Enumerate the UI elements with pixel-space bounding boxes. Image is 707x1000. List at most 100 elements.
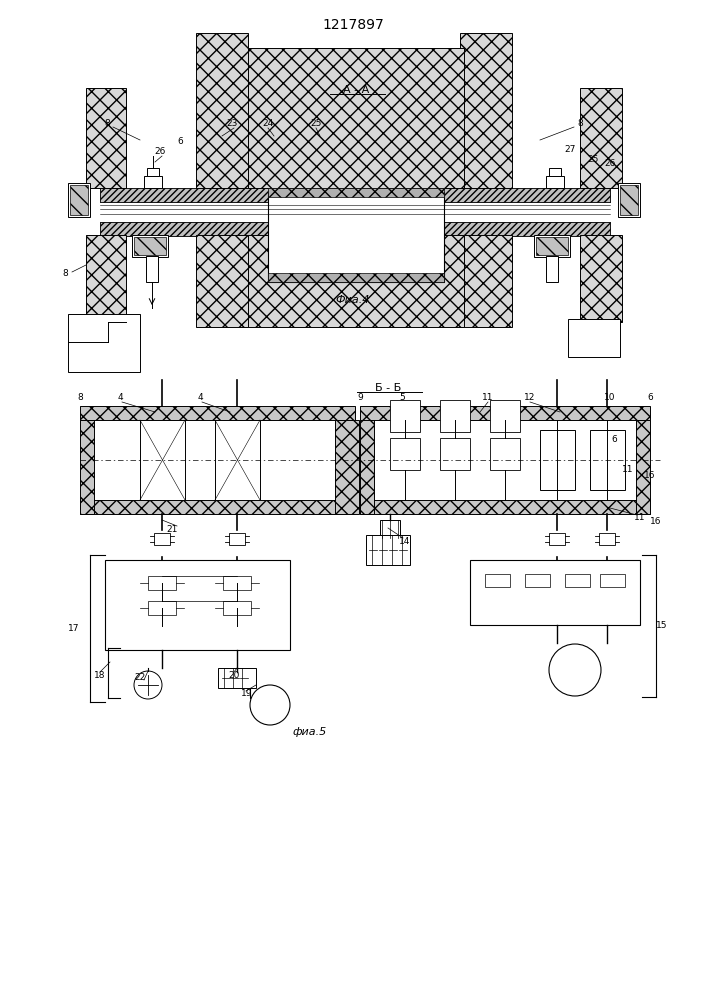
- Circle shape: [134, 671, 162, 699]
- Text: 20: 20: [228, 672, 240, 680]
- Text: 10: 10: [604, 393, 616, 402]
- Text: фиа.5: фиа.5: [293, 727, 327, 737]
- Bar: [146, 256, 158, 282]
- Bar: [599, 533, 615, 545]
- Bar: [366, 535, 410, 565]
- Text: 18: 18: [94, 670, 106, 680]
- Bar: [86, 235, 126, 322]
- Bar: [248, 235, 464, 327]
- Bar: [268, 192, 444, 282]
- Text: 4: 4: [117, 393, 123, 402]
- Text: 23: 23: [226, 119, 238, 128]
- Bar: [134, 237, 166, 255]
- Text: 15: 15: [656, 621, 667, 631]
- Bar: [485, 574, 510, 587]
- Text: 16: 16: [644, 471, 656, 480]
- Bar: [80, 406, 355, 420]
- Text: 27: 27: [564, 145, 575, 154]
- Bar: [100, 188, 610, 202]
- Text: 8: 8: [577, 119, 583, 128]
- Text: 14: 14: [399, 538, 411, 546]
- Bar: [218, 668, 256, 688]
- Bar: [549, 533, 565, 545]
- Text: 11: 11: [634, 514, 645, 522]
- Bar: [568, 319, 620, 357]
- Bar: [620, 185, 638, 215]
- Bar: [525, 574, 550, 587]
- Bar: [140, 420, 185, 500]
- Bar: [340, 420, 354, 514]
- Bar: [147, 168, 159, 176]
- Bar: [490, 438, 520, 470]
- Text: Фиа.4: Фиа.4: [336, 295, 370, 305]
- Text: 9: 9: [357, 393, 363, 402]
- Bar: [68, 183, 90, 217]
- Bar: [132, 235, 168, 257]
- Bar: [335, 420, 359, 514]
- Bar: [590, 430, 625, 490]
- Bar: [248, 48, 464, 188]
- Text: 17: 17: [69, 624, 80, 633]
- Bar: [440, 400, 470, 432]
- Text: 25: 25: [310, 119, 322, 128]
- Circle shape: [250, 685, 290, 725]
- Bar: [390, 400, 420, 432]
- Bar: [636, 420, 650, 514]
- Text: 22: 22: [134, 672, 146, 682]
- Bar: [100, 222, 610, 236]
- Bar: [460, 235, 512, 327]
- Bar: [440, 438, 470, 470]
- Bar: [490, 400, 520, 432]
- Bar: [360, 420, 374, 514]
- Circle shape: [549, 644, 601, 696]
- Bar: [80, 420, 94, 514]
- Bar: [546, 256, 558, 282]
- Bar: [580, 235, 622, 322]
- Bar: [565, 574, 590, 587]
- Text: 6: 6: [177, 137, 183, 146]
- Bar: [100, 222, 610, 236]
- Text: 5: 5: [399, 393, 405, 402]
- Text: 6: 6: [611, 436, 617, 444]
- Bar: [100, 188, 610, 202]
- Bar: [148, 601, 176, 615]
- Text: 1217897: 1217897: [322, 18, 384, 32]
- Text: 4: 4: [197, 393, 203, 402]
- Bar: [70, 185, 88, 215]
- Bar: [536, 237, 568, 255]
- Bar: [196, 33, 248, 188]
- Bar: [148, 576, 176, 590]
- Text: 19: 19: [241, 690, 252, 698]
- Bar: [540, 430, 575, 490]
- Bar: [196, 235, 248, 327]
- Bar: [86, 88, 126, 188]
- Bar: [268, 273, 444, 282]
- Bar: [546, 176, 564, 188]
- Text: 16: 16: [650, 518, 662, 526]
- Text: 8: 8: [62, 269, 68, 278]
- Text: 24: 24: [262, 119, 274, 128]
- Bar: [68, 314, 140, 372]
- Bar: [460, 33, 512, 188]
- Text: 26: 26: [604, 159, 616, 168]
- Bar: [215, 420, 260, 500]
- Bar: [549, 168, 561, 176]
- Bar: [580, 88, 622, 188]
- Bar: [80, 500, 355, 514]
- Text: 26: 26: [154, 147, 165, 156]
- Bar: [360, 406, 650, 420]
- Bar: [229, 533, 245, 545]
- Text: 11: 11: [482, 393, 493, 402]
- Bar: [144, 176, 162, 188]
- Text: 6: 6: [647, 393, 653, 402]
- Bar: [534, 235, 570, 257]
- Bar: [470, 560, 640, 625]
- Bar: [600, 574, 625, 587]
- Bar: [618, 183, 640, 217]
- Bar: [268, 188, 444, 197]
- Text: 8: 8: [77, 393, 83, 402]
- Bar: [154, 533, 170, 545]
- Text: 8: 8: [104, 119, 110, 128]
- Text: А - А: А - А: [343, 85, 369, 95]
- Text: 11: 11: [622, 466, 633, 475]
